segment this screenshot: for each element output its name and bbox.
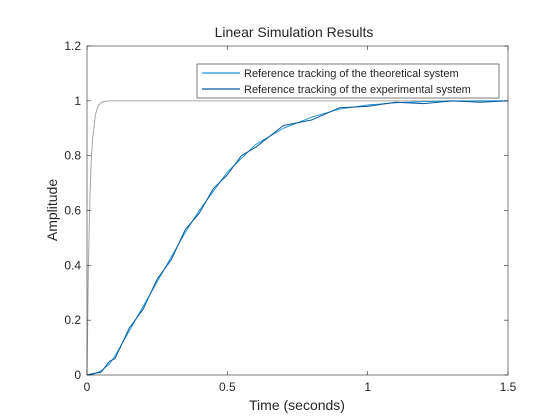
ticks-layer: 0 0.5 1 1.5 0 0.2 0.4 0.6 0.8 1 1.2 [64,39,516,394]
legend-box [196,63,500,99]
x-tick-label: 0 [84,380,91,394]
y-tick-label: 0.2 [64,313,81,327]
legend-label-theoretical: Reference tracking of the theoretical sy… [244,68,459,80]
y-tick-label: 0.8 [64,149,81,163]
legend-label-experimental: Reference tracking of the experimental s… [244,84,471,96]
series-layer [86,100,509,376]
x-tick-label: 0.5 [219,380,236,394]
legend: Reference tracking of the theoretical sy… [196,63,500,99]
y-tick-label: 1.2 [64,39,81,53]
y-tick-label: 0.6 [64,204,81,218]
x-tick-label: 1 [364,380,371,394]
x-axis-label: Time (seconds) [249,397,345,413]
y-tick-label: 1 [74,94,81,108]
y-tick-label: 0.4 [64,258,81,272]
y-axis-label: Amplitude [44,179,60,241]
y-tick-label: 0 [74,368,81,382]
chart-title: Linear Simulation Results [215,24,374,40]
x-tick-label: 1.5 [500,380,517,394]
series-line-experimental [86,100,509,376]
series-line-reference [86,100,508,376]
